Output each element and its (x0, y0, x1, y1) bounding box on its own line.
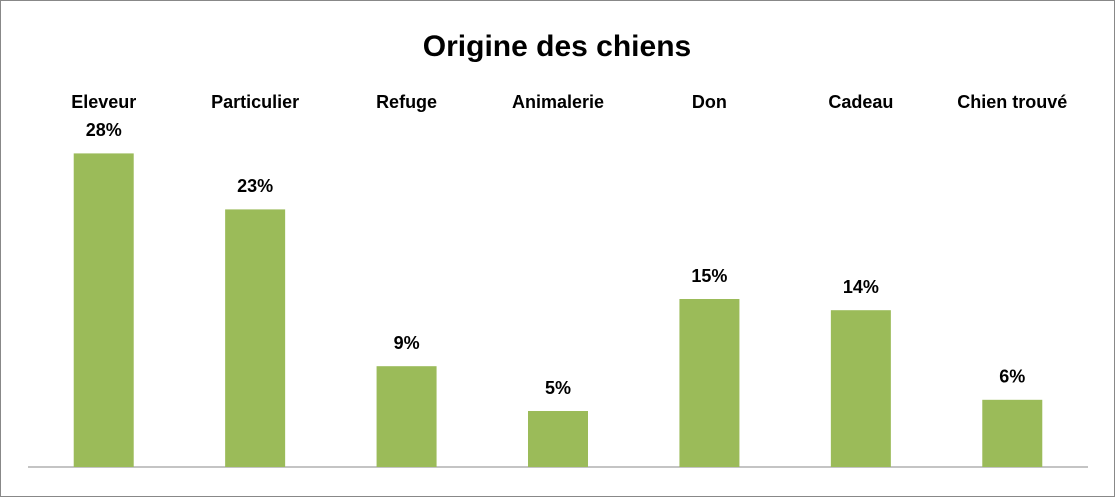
bar (679, 299, 740, 467)
category-label: Animalerie (512, 92, 604, 112)
category-label: Refuge (376, 92, 437, 112)
bar (376, 366, 437, 467)
value-label: 9% (394, 333, 420, 353)
category-label: Chien trouvé (957, 92, 1067, 112)
chart-title: Origine des chiens (423, 30, 691, 63)
bar (528, 411, 588, 467)
value-label: 23% (237, 176, 273, 196)
value-label: 15% (691, 266, 727, 286)
bar (73, 153, 134, 467)
bar (225, 209, 286, 467)
bar (982, 399, 1043, 467)
value-label: 6% (999, 367, 1025, 387)
value-label: 14% (843, 277, 879, 297)
category-label: Cadeau (828, 92, 893, 112)
bar (830, 310, 891, 467)
value-label: 5% (545, 378, 571, 398)
category-label: Eleveur (71, 92, 136, 112)
value-label: 28% (86, 120, 122, 140)
category-label: Particulier (211, 92, 299, 112)
category-label: Don (692, 92, 727, 112)
